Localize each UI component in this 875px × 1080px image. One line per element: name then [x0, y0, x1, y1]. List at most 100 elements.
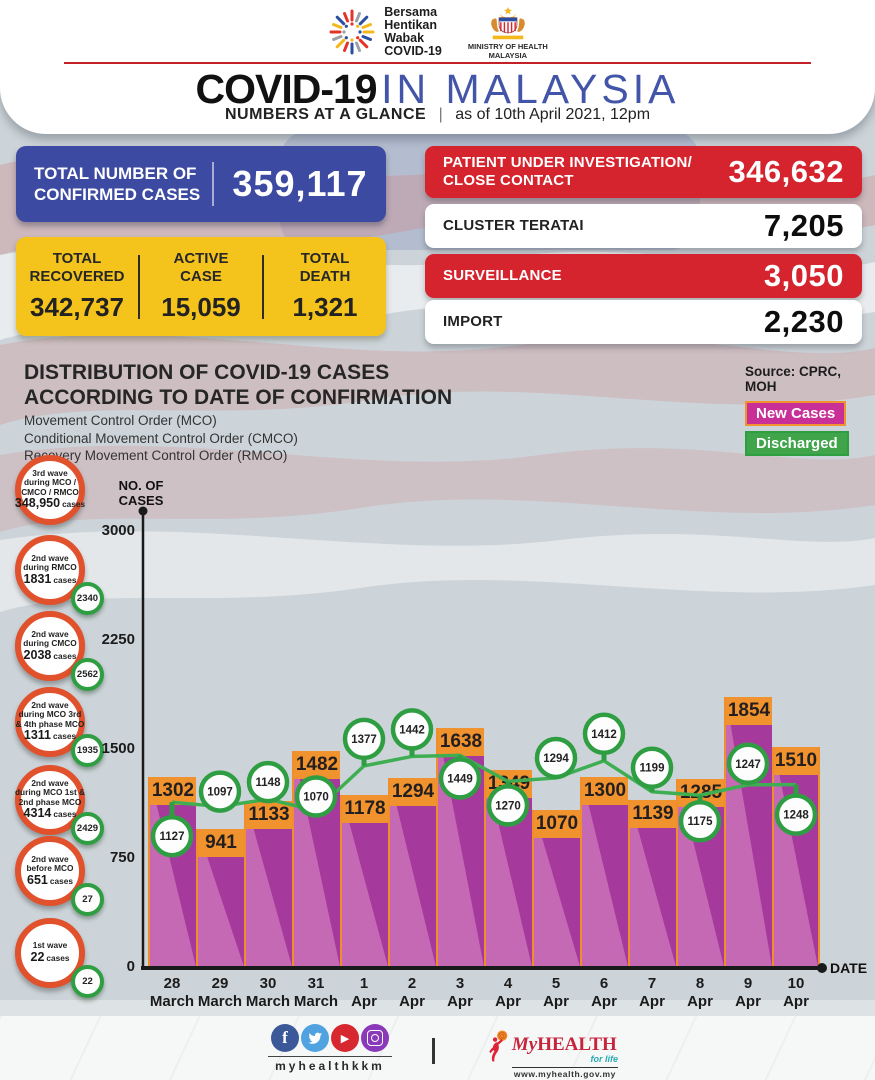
chart-section-title: DISTRIBUTION OF COVID-19 CASES ACCORDING…: [24, 361, 453, 409]
facebook-icon[interactable]: f: [271, 1024, 299, 1052]
myhealth-logo: MyHEALTH for life www.myhealth.gov.my: [488, 1020, 618, 1080]
new-cases-bar: 941: [196, 829, 244, 966]
ministry-of-health-logo: MINISTRY OF HEALTH MALAYSIA: [468, 7, 548, 60]
source-label: Source: CPRC, MOH: [745, 364, 842, 394]
discharged-point: 1442: [390, 708, 434, 757]
legend-discharged: Discharged: [745, 431, 849, 456]
confirmed-cases-value: 359,117: [232, 163, 368, 204]
new-cases-value-label: 1178: [342, 794, 388, 823]
x-tick-label: 7: [648, 975, 656, 992]
myhealth-url[interactable]: www.myhealth.gov.my: [511, 1067, 618, 1080]
y-axis: [138, 506, 148, 968]
page-title: COVID-19 IN MALAYSIA: [0, 66, 875, 113]
svg-text:Apr: Apr: [447, 993, 473, 1010]
svg-text:Apr: Apr: [783, 993, 809, 1010]
svg-text:Apr: Apr: [687, 993, 713, 1010]
total-death-value: 1,321: [292, 292, 358, 322]
footer-divider: [432, 1038, 435, 1064]
x-tick-label: 29: [212, 975, 229, 992]
new-cases-bar: 1510: [772, 746, 820, 966]
myhealth-tagline: for life: [590, 1054, 618, 1064]
youtube-icon[interactable]: ▶: [331, 1024, 359, 1052]
discharged-point: 1199: [630, 746, 674, 792]
cluster-teratai-value: 7,205: [763, 208, 844, 243]
twitter-icon[interactable]: [301, 1024, 329, 1052]
divider: [138, 254, 140, 319]
svg-text:1148: 1148: [256, 777, 282, 789]
import-row: IMPORT 2,230: [425, 300, 862, 344]
wave-case-count: 1831 cases: [23, 571, 77, 586]
discharged-point: 1148: [246, 760, 290, 804]
footer: f ▶ myhealthkkm: [0, 1016, 875, 1080]
new-cases-bar: 1133: [244, 801, 292, 966]
wave-discharged-badge: 2562: [71, 658, 104, 691]
new-cases-bar: 1178: [340, 794, 388, 966]
wave-discharged-badge: 2340: [71, 582, 104, 615]
x-tick-label: 8: [696, 975, 704, 992]
page-subtitle: NUMBERS AT A GLANCE | as of 10th April 2…: [224, 106, 651, 123]
new-cases-value-label: 1349: [486, 769, 532, 798]
confirmed-cases-label: TOTAL NUMBER OF CONFIRMED CASES: [34, 164, 201, 204]
svg-text:1199: 1199: [640, 763, 665, 775]
svg-text:1097: 1097: [207, 787, 233, 799]
y-tick-label: 1500: [102, 740, 135, 757]
x-tick-label: 30: [260, 975, 277, 992]
new-cases-bar: 1638: [436, 727, 484, 966]
svg-text:1294: 1294: [543, 753, 569, 765]
svg-text:Apr: Apr: [399, 993, 425, 1010]
wave-discharged-badge: 27: [71, 883, 104, 916]
y-axis-title: NO. OF: [119, 478, 164, 493]
pui-value: 346,632: [728, 154, 844, 189]
svg-text:CASES: CASES: [119, 493, 164, 508]
new-cases-value-label: 1139: [630, 800, 676, 829]
svg-text:1442: 1442: [399, 724, 425, 736]
divider: [262, 254, 264, 319]
header-band: Bersama Hentikan Wabak COVID-19: [0, 0, 875, 134]
surveillance-value: 3,050: [763, 258, 844, 293]
wave-case-count: 2038 cases: [23, 647, 77, 662]
svg-text:1377: 1377: [351, 734, 377, 746]
new-cases-value-label: 1070: [534, 810, 580, 839]
wave-discharged-badge: 2429: [71, 812, 104, 845]
wave-case-count: 22 cases: [30, 949, 70, 964]
recovered-active-death-box: TOTAL RECOVERED 342,737 ACTIVE CASE 15,059…: [16, 237, 386, 336]
divider: [212, 162, 214, 206]
svg-text:March: March: [246, 993, 290, 1010]
new-cases-bar: 1482: [292, 750, 340, 966]
x-tick-label: 5: [552, 975, 560, 992]
new-cases-bar: 1300: [580, 777, 628, 966]
campaign-logo: Bersama Hentikan Wabak COVID-19: [327, 4, 442, 60]
wave-discharged-badge: 1935: [71, 734, 104, 767]
total-death-cell: TOTAL DEATH 1,321: [264, 246, 386, 327]
new-cases-bar: 1302: [148, 776, 196, 966]
new-cases-value-label: 1302: [150, 776, 196, 805]
wave-case-count: 4314 cases: [23, 806, 77, 821]
x-tick-label: 4: [504, 975, 513, 992]
y-tick-label: 2250: [102, 631, 135, 648]
instagram-icon[interactable]: [361, 1024, 389, 1052]
patient-under-investigation-row: PATIENT UNDER INVESTIGATION/CLOSE CONTAC…: [425, 146, 862, 198]
wave-case-count: 348,950 cases: [14, 496, 86, 511]
new-cases-value-label: 1285: [678, 779, 724, 808]
import-value: 2,230: [763, 304, 844, 339]
header-divider-line: [64, 62, 811, 64]
social-handle: myhealthkkm: [268, 1056, 392, 1073]
x-tick-label: 31: [308, 975, 325, 992]
x-tick-label: 3: [456, 975, 464, 992]
wave-circle: 2nd wave during MCO 1st & 2nd phase MCO 431…: [15, 765, 85, 835]
svg-text:1412: 1412: [591, 729, 617, 741]
total-confirmed-cases-box: TOTAL NUMBER OF CONFIRMED CASES 359,117: [16, 146, 386, 222]
title-in-malaysia: IN MALAYSIA: [381, 66, 680, 112]
wave-circle: 3rd wave during MCO / CMCO / RMCO 348,950 ca…: [15, 455, 85, 525]
wave-discharged-badge: 22: [71, 965, 104, 998]
surveillance-row: SURVEILLANCE 3,050: [425, 254, 862, 298]
x-tick-label: 6: [600, 975, 608, 992]
discharged-point: 1097: [198, 770, 242, 813]
y-tick-label: 750: [110, 849, 135, 866]
new-cases-value-label: 1133: [246, 801, 292, 830]
new-cases-bar: 1294: [388, 777, 436, 966]
campaign-logo-text: Bersama Hentikan Wabak COVID-19: [384, 5, 442, 58]
as-of-date: as of 10th April 2021, 12pm: [455, 106, 651, 123]
title-covid19: COVID-19: [195, 66, 378, 112]
